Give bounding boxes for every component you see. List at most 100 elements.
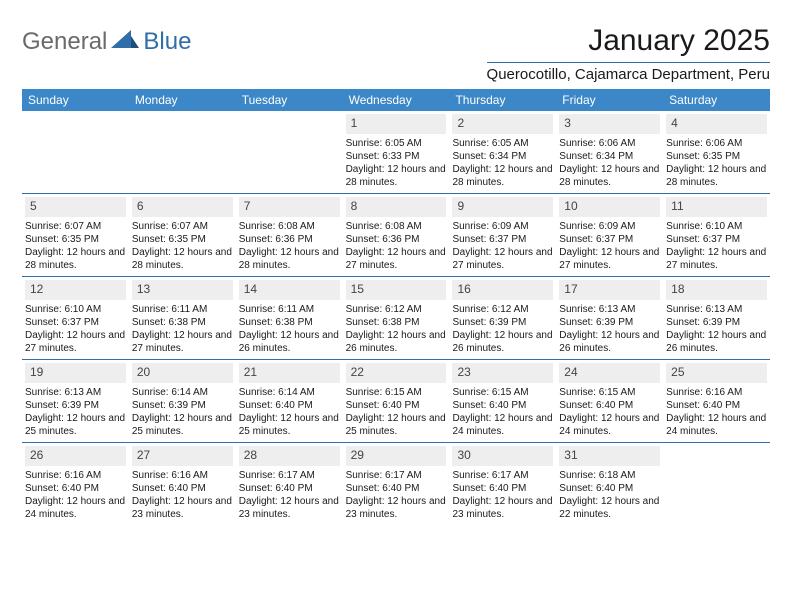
calendar-day: 2Sunrise: 6:05 AMSunset: 6:34 PMDaylight… (449, 111, 556, 193)
daylight-text: Daylight: 12 hours and 26 minutes. (452, 329, 553, 355)
daylight-text: Daylight: 12 hours and 28 minutes. (666, 163, 767, 189)
title-block: January 2025 Querocotillo, Cajamarca Dep… (487, 20, 770, 83)
sunrise-text: Sunrise: 6:11 AM (132, 303, 233, 316)
day-info: Sunrise: 6:06 AMSunset: 6:35 PMDaylight:… (666, 137, 767, 189)
day-number: 5 (25, 197, 126, 217)
daylight-text: Daylight: 12 hours and 25 minutes. (132, 412, 233, 438)
calendar: Sunday Monday Tuesday Wednesday Thursday… (22, 89, 770, 525)
brand-mark-icon (111, 30, 139, 55)
calendar-day-empty (663, 443, 770, 525)
day-number: 24 (559, 363, 660, 383)
daylight-text: Daylight: 12 hours and 27 minutes. (452, 246, 553, 272)
calendar-day-empty (22, 111, 129, 193)
calendar-week: 12Sunrise: 6:10 AMSunset: 6:37 PMDayligh… (22, 276, 770, 359)
daylight-text: Daylight: 12 hours and 24 minutes. (666, 412, 767, 438)
day-info: Sunrise: 6:09 AMSunset: 6:37 PMDaylight:… (452, 220, 553, 272)
brand-logo: General Blue (22, 20, 191, 56)
sunrise-text: Sunrise: 6:12 AM (346, 303, 447, 316)
daylight-text: Daylight: 12 hours and 28 minutes. (25, 246, 126, 272)
day-info: Sunrise: 6:17 AMSunset: 6:40 PMDaylight:… (346, 469, 447, 521)
sunset-text: Sunset: 6:40 PM (559, 399, 660, 412)
daylight-text: Daylight: 12 hours and 24 minutes. (25, 495, 126, 521)
sunrise-text: Sunrise: 6:16 AM (25, 469, 126, 482)
calendar-day: 12Sunrise: 6:10 AMSunset: 6:37 PMDayligh… (22, 277, 129, 359)
calendar-day: 26 Sunrise: 6:16 AMSunset: 6:40 PMDayligh… (22, 443, 129, 525)
sunset-text: Sunset: 6:39 PM (666, 316, 767, 329)
day-number: 12 (25, 280, 126, 300)
calendar-day: 22Sunrise: 6:15 AMSunset: 6:40 PMDayligh… (343, 360, 450, 442)
daylight-text: Daylight: 12 hours and 24 minutes. (452, 412, 553, 438)
day-info: Sunrise: 6:08 AMSunset: 6:36 PMDaylight:… (239, 220, 340, 272)
day-info: Sunrise: 6:05 AMSunset: 6:34 PMDaylight:… (452, 137, 553, 189)
calendar-day: 17 Sunrise: 6:13 AMSunset: 6:39 PMDayligh… (556, 277, 663, 359)
calendar-day: 20Sunrise: 6:14 AMSunset: 6:39 PMDayligh… (129, 360, 236, 442)
weekday-label: Wednesday (343, 89, 450, 111)
day-info: Sunrise: 6:16 AMSunset: 6:40 PMDaylight:… (666, 386, 767, 438)
sunrise-text: Sunrise: 6:09 AM (559, 220, 660, 233)
day-info: Sunrise: 6:05 AMSunset: 6:33 PMDaylight:… (346, 137, 447, 189)
daylight-text: Daylight: 12 hours and 26 minutes. (559, 329, 660, 355)
day-number: 26 (25, 446, 126, 466)
day-number: 17 (559, 280, 660, 300)
weekday-header: Sunday Monday Tuesday Wednesday Thursday… (22, 89, 770, 111)
day-info: Sunrise: 6:17 AMSunset: 6:40 PMDaylight:… (452, 469, 553, 521)
sunset-text: Sunset: 6:37 PM (559, 233, 660, 246)
day-number: 31 (559, 446, 660, 466)
calendar-day: 3Sunrise: 6:06 AMSunset: 6:34 PMDaylight… (556, 111, 663, 193)
day-info: Sunrise: 6:13 AMSunset: 6:39 PMDaylight:… (666, 303, 767, 355)
calendar-day: 1Sunrise: 6:05 AMSunset: 6:33 PMDaylight… (343, 111, 450, 193)
daylight-text: Daylight: 12 hours and 23 minutes. (346, 495, 447, 521)
daylight-text: Daylight: 12 hours and 27 minutes. (346, 246, 447, 272)
day-number: 30 (452, 446, 553, 466)
calendar-day: 13Sunrise: 6:11 AMSunset: 6:38 PMDayligh… (129, 277, 236, 359)
day-number: 19 (25, 363, 126, 383)
day-number: 9 (452, 197, 553, 217)
sunset-text: Sunset: 6:35 PM (132, 233, 233, 246)
sunrise-text: Sunrise: 6:08 AM (239, 220, 340, 233)
daylight-text: Daylight: 12 hours and 28 minutes. (132, 246, 233, 272)
day-number: 7 (239, 197, 340, 217)
calendar-day: 10Sunrise: 6:09 AMSunset: 6:37 PMDayligh… (556, 194, 663, 276)
calendar-day: 15Sunrise: 6:12 AMSunset: 6:38 PMDayligh… (343, 277, 450, 359)
sunset-text: Sunset: 6:40 PM (239, 482, 340, 495)
location-text: Querocotillo, Cajamarca Department, Peru (487, 62, 770, 83)
day-number: 28 (239, 446, 340, 466)
sunset-text: Sunset: 6:40 PM (346, 399, 447, 412)
day-info: Sunrise: 6:08 AMSunset: 6:36 PMDaylight:… (346, 220, 447, 272)
sunrise-text: Sunrise: 6:07 AM (25, 220, 126, 233)
calendar-day: 25Sunrise: 6:16 AMSunset: 6:40 PMDayligh… (663, 360, 770, 442)
sunset-text: Sunset: 6:40 PM (666, 399, 767, 412)
sunset-text: Sunset: 6:40 PM (452, 482, 553, 495)
daylight-text: Daylight: 12 hours and 28 minutes. (239, 246, 340, 272)
daylight-text: Daylight: 12 hours and 24 minutes. (559, 412, 660, 438)
day-number: 20 (132, 363, 233, 383)
daylight-text: Daylight: 12 hours and 28 minutes. (559, 163, 660, 189)
day-info: Sunrise: 6:11 AMSunset: 6:38 PMDaylight:… (239, 303, 340, 355)
day-info: Sunrise: 6:07 AMSunset: 6:35 PMDaylight:… (132, 220, 233, 272)
sunset-text: Sunset: 6:40 PM (346, 482, 447, 495)
daylight-text: Daylight: 12 hours and 23 minutes. (132, 495, 233, 521)
calendar-day: 30 Sunrise: 6:17 AMSunset: 6:40 PMDayligh… (449, 443, 556, 525)
calendar-day: 31Sunrise: 6:18 AMSunset: 6:40 PMDayligh… (556, 443, 663, 525)
day-number: 23 (452, 363, 553, 383)
calendar-day: 14Sunrise: 6:11 AMSunset: 6:38 PMDayligh… (236, 277, 343, 359)
daylight-text: Daylight: 12 hours and 26 minutes. (239, 329, 340, 355)
sunset-text: Sunset: 6:36 PM (239, 233, 340, 246)
calendar-day: 5 Sunrise: 6:07 AMSunset: 6:35 PMDaylight… (22, 194, 129, 276)
weekday-label: Sunday (22, 89, 129, 111)
day-info: Sunrise: 6:16 AMSunset: 6:40 PMDaylight:… (25, 469, 126, 521)
daylight-text: Daylight: 12 hours and 25 minutes. (239, 412, 340, 438)
sunset-text: Sunset: 6:40 PM (559, 482, 660, 495)
sunrise-text: Sunrise: 6:10 AM (666, 220, 767, 233)
sunset-text: Sunset: 6:35 PM (25, 233, 126, 246)
day-number: 18 (666, 280, 767, 300)
day-info: Sunrise: 6:13 AMSunset: 6:39 PMDaylight:… (559, 303, 660, 355)
sunrise-text: Sunrise: 6:17 AM (452, 469, 553, 482)
calendar-day: 18 Sunrise: 6:13 AMSunset: 6:39 PMDayligh… (663, 277, 770, 359)
sunset-text: Sunset: 6:39 PM (452, 316, 553, 329)
sunset-text: Sunset: 6:39 PM (25, 399, 126, 412)
day-number: 8 (346, 197, 447, 217)
calendar-day: 21Sunrise: 6:14 AMSunset: 6:40 PMDayligh… (236, 360, 343, 442)
sunset-text: Sunset: 6:38 PM (346, 316, 447, 329)
day-number: 3 (559, 114, 660, 134)
